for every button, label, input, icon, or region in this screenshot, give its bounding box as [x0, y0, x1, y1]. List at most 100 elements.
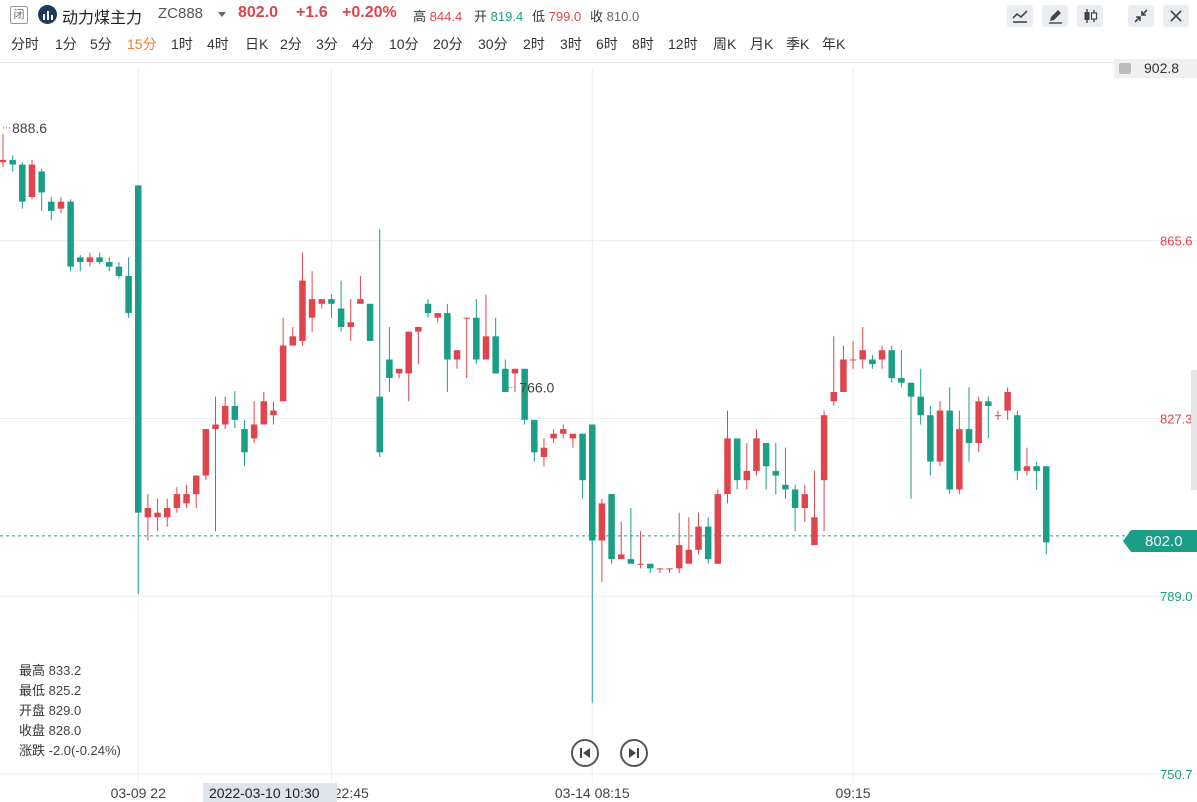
candle[interactable]: [782, 484, 789, 490]
candle[interactable]: [540, 447, 548, 457]
candle[interactable]: [482, 336, 490, 360]
candle[interactable]: [733, 438, 741, 481]
candle[interactable]: [656, 568, 664, 570]
period-tab[interactable]: 分时: [11, 36, 39, 52]
candle[interactable]: [1043, 466, 1050, 543]
candle[interactable]: [395, 368, 403, 374]
candle[interactable]: [936, 410, 944, 462]
symbol-name[interactable]: 动力煤主力: [62, 10, 143, 27]
candle[interactable]: [704, 526, 712, 560]
candle[interactable]: [675, 545, 683, 569]
period-tab[interactable]: 20分: [433, 36, 463, 52]
candle[interactable]: [463, 317, 470, 319]
period-tab[interactable]: 6时: [596, 36, 618, 52]
candle[interactable]: [762, 443, 770, 467]
candle[interactable]: [907, 382, 915, 397]
line-tool-icon[interactable]: [1007, 5, 1033, 27]
candle[interactable]: [357, 299, 364, 304]
period-tab[interactable]: 季K: [786, 36, 810, 52]
symbol-code[interactable]: ZC888: [158, 5, 204, 22]
candle[interactable]: [473, 317, 480, 360]
period-tab[interactable]: 2分: [280, 36, 302, 52]
period-tab[interactable]: 12时: [668, 36, 698, 52]
pen-tool-icon[interactable]: [1042, 5, 1068, 27]
candle[interactable]: [946, 410, 953, 490]
candle[interactable]: [550, 433, 557, 439]
candle[interactable]: [154, 512, 161, 518]
candle[interactable]: [279, 345, 287, 402]
candle[interactable]: [0, 159, 7, 163]
candle[interactable]: [579, 433, 586, 481]
candle[interactable]: [299, 280, 306, 341]
candle[interactable]: [869, 359, 876, 365]
candle[interactable]: [1033, 466, 1040, 471]
candle[interactable]: [415, 327, 422, 332]
candle[interactable]: [965, 429, 973, 444]
candle[interactable]: [67, 201, 74, 267]
candle[interactable]: [975, 401, 982, 444]
candle[interactable]: [96, 257, 103, 263]
period-tab[interactable]: 30分: [478, 36, 508, 52]
candle[interactable]: [48, 201, 55, 211]
candle[interactable]: [289, 336, 297, 346]
candle[interactable]: [1014, 415, 1021, 471]
candle[interactable]: [163, 508, 171, 518]
candle[interactable]: [801, 494, 809, 509]
candle[interactable]: [328, 299, 335, 304]
next-icon[interactable]: [620, 739, 648, 767]
period-tab[interactable]: 月K: [750, 36, 774, 52]
candle[interactable]: [985, 401, 992, 406]
candle-style-icon[interactable]: [1077, 5, 1103, 27]
candle[interactable]: [424, 303, 432, 314]
candle[interactable]: [531, 419, 538, 453]
candle[interactable]: [646, 563, 654, 569]
candle[interactable]: [888, 350, 895, 379]
candle[interactable]: [434, 313, 441, 318]
candle[interactable]: [878, 350, 886, 360]
candle[interactable]: [115, 266, 123, 276]
close-icon[interactable]: 闭: [10, 6, 28, 24]
candle[interactable]: [134, 185, 142, 513]
candle[interactable]: [192, 475, 200, 495]
candle[interactable]: [666, 568, 673, 570]
candle[interactable]: [811, 517, 818, 546]
candle[interactable]: [859, 350, 866, 360]
candle[interactable]: [270, 410, 277, 416]
candle[interactable]: [849, 359, 857, 361]
candle[interactable]: [840, 359, 847, 392]
candle[interactable]: [260, 401, 268, 425]
candle[interactable]: [617, 554, 625, 560]
candle[interactable]: [791, 489, 799, 509]
candle[interactable]: [898, 378, 905, 383]
candle[interactable]: [724, 438, 731, 495]
candle[interactable]: [231, 405, 239, 420]
candle[interactable]: [492, 336, 499, 374]
chevron-down-icon[interactable]: [218, 12, 226, 17]
candle[interactable]: [714, 494, 722, 564]
candle[interactable]: [28, 164, 36, 198]
candle[interactable]: [502, 368, 509, 392]
period-tab[interactable]: 3分: [316, 36, 338, 52]
candle[interactable]: [347, 322, 355, 328]
candle[interactable]: [106, 262, 113, 267]
fullscreen-collapse-icon[interactable]: [1128, 5, 1154, 27]
candle[interactable]: [956, 429, 963, 490]
candle[interactable]: [241, 429, 248, 453]
candle[interactable]: [1023, 466, 1031, 471]
lock-icon[interactable]: [1119, 63, 1131, 74]
period-tab[interactable]: 10分: [389, 36, 419, 52]
candle[interactable]: [19, 164, 26, 202]
candle[interactable]: [57, 201, 65, 209]
candle[interactable]: [521, 368, 528, 420]
candle[interactable]: [337, 308, 345, 328]
period-tab[interactable]: 1时: [171, 36, 193, 52]
candle[interactable]: [830, 391, 838, 402]
candle[interactable]: [221, 405, 229, 425]
period-tab[interactable]: 1分: [55, 36, 77, 52]
candle[interactable]: [9, 159, 16, 165]
candle[interactable]: [386, 359, 393, 379]
period-tab[interactable]: 4时: [207, 36, 229, 52]
candle[interactable]: [994, 415, 1002, 417]
candle[interactable]: [569, 433, 577, 439]
candle[interactable]: [86, 257, 94, 263]
